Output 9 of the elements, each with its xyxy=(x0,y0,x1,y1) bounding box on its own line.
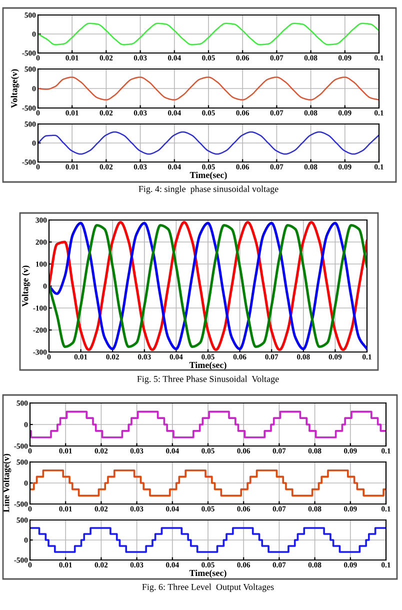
caption: Fig. 6: Three Level Output Voltages xyxy=(142,584,274,592)
x-axis-title: Time(sec) xyxy=(190,172,227,180)
x-axis-title: Time(sec) xyxy=(189,570,226,578)
caption: Fig. 5: Three Phase Sinusoidal Voltage xyxy=(137,376,279,384)
x-axis-title: Time(sec) xyxy=(189,362,226,370)
caption: Fig. 4: single phase sinusoidal voltage xyxy=(138,186,278,194)
y-axis-title: Line Voltage(v) xyxy=(2,454,12,512)
y-axis-title: Voltage(v) xyxy=(10,69,20,108)
y-axis-title: Voltage (v) xyxy=(22,266,30,307)
